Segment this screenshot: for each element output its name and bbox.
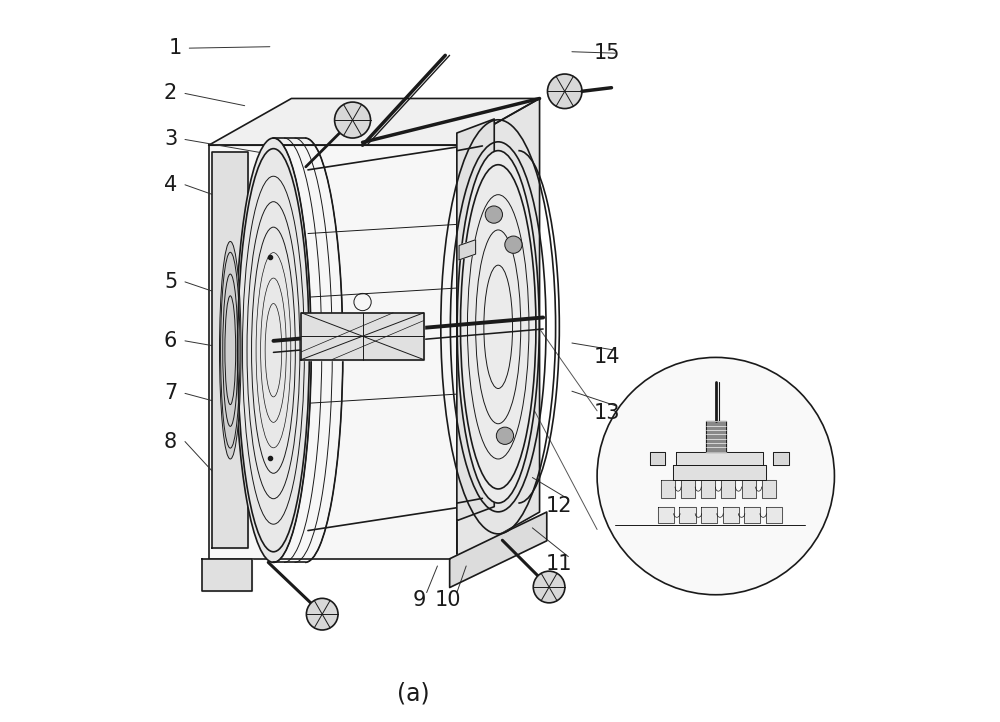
Polygon shape: [661, 480, 675, 498]
Polygon shape: [701, 480, 715, 498]
Circle shape: [306, 599, 338, 630]
Polygon shape: [202, 559, 252, 591]
Text: 10: 10: [435, 590, 461, 610]
Polygon shape: [721, 480, 735, 498]
Polygon shape: [459, 240, 476, 260]
Polygon shape: [212, 152, 248, 548]
Circle shape: [597, 357, 834, 595]
Polygon shape: [209, 145, 457, 559]
Text: 7: 7: [164, 383, 177, 404]
Polygon shape: [676, 452, 763, 464]
Polygon shape: [301, 313, 424, 360]
Polygon shape: [450, 512, 547, 588]
Ellipse shape: [220, 241, 241, 459]
Text: (a): (a): [397, 682, 430, 705]
Polygon shape: [766, 507, 782, 523]
Text: 12: 12: [546, 496, 572, 516]
Text: 13: 13: [593, 403, 620, 423]
Polygon shape: [457, 98, 540, 559]
Circle shape: [533, 571, 565, 603]
Polygon shape: [742, 480, 756, 498]
Polygon shape: [723, 507, 739, 523]
Polygon shape: [773, 452, 789, 464]
Text: 3: 3: [164, 129, 177, 149]
Text: 11: 11: [546, 554, 572, 574]
Polygon shape: [209, 98, 540, 145]
Text: 9: 9: [413, 590, 426, 610]
Text: 1: 1: [168, 38, 182, 58]
Polygon shape: [681, 480, 695, 498]
Polygon shape: [762, 480, 776, 498]
Polygon shape: [744, 507, 760, 523]
Polygon shape: [658, 507, 674, 523]
Text: 6: 6: [164, 331, 177, 351]
Polygon shape: [673, 464, 766, 480]
Ellipse shape: [236, 138, 311, 562]
Polygon shape: [457, 119, 494, 521]
Text: 15: 15: [593, 43, 620, 63]
Text: 14: 14: [593, 347, 620, 367]
Circle shape: [496, 427, 514, 445]
Ellipse shape: [457, 151, 539, 503]
Polygon shape: [706, 422, 726, 452]
Text: 8: 8: [164, 432, 177, 451]
Circle shape: [335, 102, 371, 138]
Circle shape: [505, 236, 522, 253]
Circle shape: [485, 206, 502, 223]
Circle shape: [547, 74, 582, 108]
Text: 4: 4: [164, 175, 177, 195]
Text: 2: 2: [164, 84, 177, 103]
Text: 5: 5: [164, 272, 177, 292]
Polygon shape: [679, 507, 696, 523]
Polygon shape: [650, 452, 665, 464]
Polygon shape: [701, 507, 717, 523]
